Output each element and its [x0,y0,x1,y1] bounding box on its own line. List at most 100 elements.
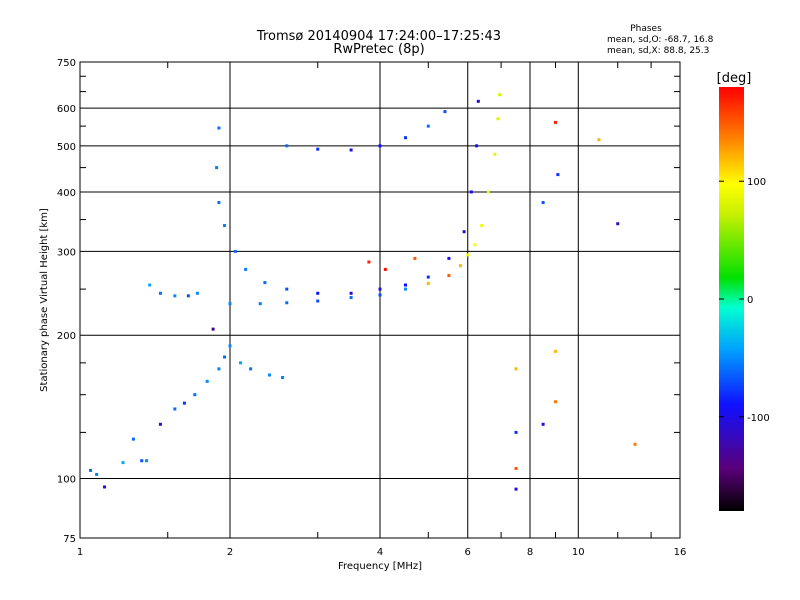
data-point [263,281,267,285]
grid-lines [80,62,680,538]
x-tick-label: 4 [377,547,383,558]
x-tick-label: 6 [465,547,471,558]
data-point [316,299,320,303]
data-point [131,437,135,441]
data-point [476,99,480,103]
data-point [367,260,371,264]
data-point [443,110,447,114]
data-point [121,461,125,465]
data-point [158,291,162,295]
data-point [158,422,162,426]
data-point [458,264,462,268]
colorbar-tick-label: -100 [747,413,770,424]
x-tick-label: 10 [572,547,585,558]
data-point [349,296,353,300]
data-point [285,301,289,305]
y-tick-label: 500 [57,142,76,153]
data-point [316,147,320,151]
y-tick-label: 750 [57,58,76,69]
data-point [103,485,107,489]
data-point [553,400,557,404]
y-tick-label: 400 [57,188,76,199]
data-point [228,302,232,306]
data-point [498,93,502,97]
data-point [285,287,289,291]
data-point [148,283,152,287]
data-point [378,287,382,291]
data-points [89,93,637,491]
colorbar-tick-label: 0 [747,295,753,306]
data-point [285,144,289,148]
data-point [403,287,407,291]
y-tick-label: 100 [57,475,76,486]
data-point [597,138,601,142]
y-tick-label: 200 [57,331,76,342]
x-tick-label: 2 [227,547,233,558]
data-point [140,459,144,463]
data-point [383,267,387,271]
data-point [217,126,221,130]
data-point [556,173,560,177]
data-point [469,190,473,194]
x-axis: 1 2 4 6 8 10 16 [77,62,687,558]
y-axis: 75 100 200 300 400 500 600 750 [57,58,680,545]
data-point [89,468,93,472]
data-point [267,373,271,377]
data-point [228,344,232,348]
data-point [403,136,407,140]
y-axis-label: Stationary phase Virtual Height [km] [39,208,50,392]
data-point [553,349,557,353]
data-point [195,291,199,295]
plot-frame [79,61,681,539]
data-point [258,302,262,306]
colorbar-label: [deg] [717,71,752,86]
data-point [249,367,253,371]
data-point [186,294,190,298]
chart-subtitle: RwPretec (8p) [333,42,424,57]
data-point [514,430,518,434]
data-point [349,148,353,152]
stats-x-line: mean, sd,X: 88.8, 25.3 [607,46,709,56]
data-point [475,144,479,148]
data-point [239,361,243,365]
data-point [173,294,177,298]
data-point [403,283,407,287]
data-point [541,422,545,426]
data-point [616,222,620,226]
data-point [349,291,353,295]
stats-o-line: mean, sd,O: -68.7, 16.8 [607,35,714,45]
data-point [413,256,417,260]
data-point [173,407,177,411]
y-tick-label: 75 [63,534,76,545]
data-point [378,293,382,297]
data-point [466,253,470,257]
data-point [514,487,518,491]
data-point [496,117,500,121]
x-tick-label: 16 [674,547,687,558]
data-point [541,201,545,205]
data-point [493,152,497,156]
data-point [233,249,237,253]
data-point [473,243,477,247]
data-point [378,144,382,148]
data-point [217,201,221,205]
data-point [145,459,149,463]
data-point [223,224,227,228]
data-point [281,376,285,380]
data-point [215,166,219,170]
data-point [193,393,197,397]
data-point [480,224,484,228]
colorbar-tick-label: 100 [747,177,766,188]
data-point [95,472,99,476]
data-point [462,230,466,234]
data-point [426,275,430,279]
data-point [553,120,557,124]
x-tick-label: 8 [527,547,533,558]
stats-heading: Phases [630,24,662,34]
data-point [244,267,248,271]
data-point [447,256,451,260]
data-point [514,367,518,371]
data-point [486,190,490,194]
